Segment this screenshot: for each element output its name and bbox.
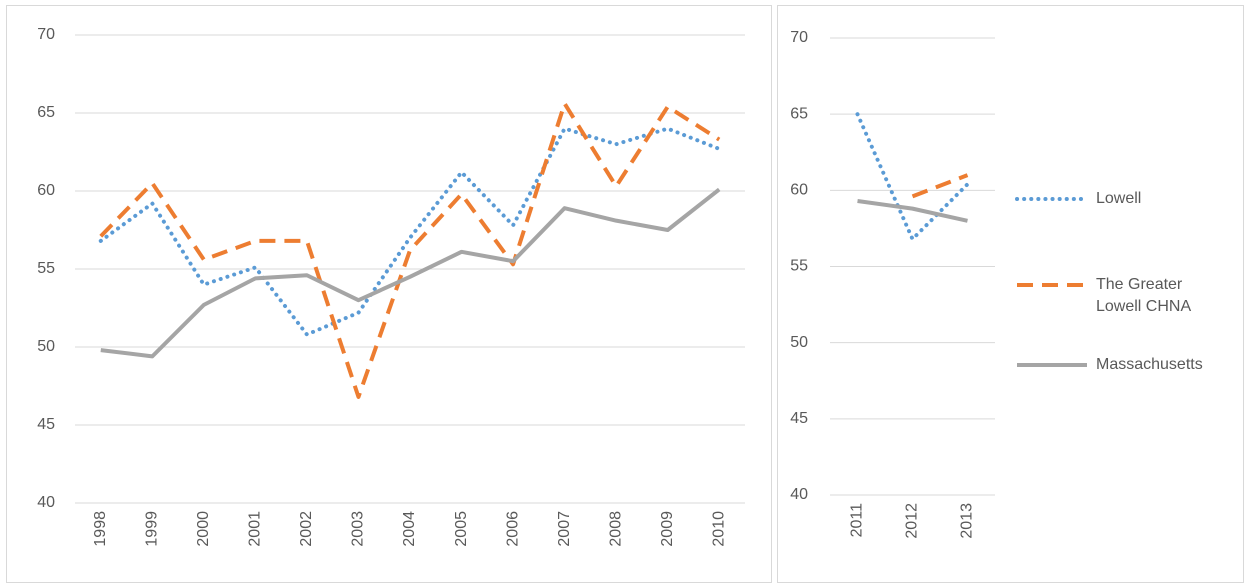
series-line bbox=[99, 101, 721, 399]
x-tick-label: 2000 bbox=[195, 511, 212, 547]
x-tick-label: 2007 bbox=[556, 511, 573, 547]
y-tick-label: 50 bbox=[790, 334, 808, 351]
legend-label: The Greater Lowell CHNA bbox=[1096, 276, 1192, 315]
y-tick-label: 65 bbox=[790, 105, 808, 122]
x-tick-label: 2011 bbox=[849, 503, 866, 538]
y-tick-label: 70 bbox=[790, 29, 808, 46]
y-tick-label: 55 bbox=[790, 258, 808, 275]
series-line bbox=[857, 199, 968, 223]
legend-label: Lowell bbox=[1096, 190, 1142, 207]
series-line bbox=[911, 173, 969, 199]
x-tick-label: 1999 bbox=[144, 511, 161, 547]
y-tick-label: 50 bbox=[37, 338, 55, 355]
panel-border bbox=[777, 5, 1244, 583]
x-tick-label: 2013 bbox=[959, 503, 976, 539]
series-line bbox=[855, 112, 970, 242]
y-tick-label: 70 bbox=[37, 26, 55, 43]
x-tick-label: 2004 bbox=[401, 511, 418, 547]
x-tick-label: 2001 bbox=[247, 511, 264, 547]
y-tick-label: 45 bbox=[790, 410, 808, 427]
y-tick-label: 40 bbox=[37, 494, 55, 511]
y-tick-label: 60 bbox=[37, 182, 55, 199]
x-tick-label: 2010 bbox=[710, 511, 727, 547]
x-tick-label: 2012 bbox=[904, 503, 921, 539]
y-tick-label: 60 bbox=[790, 182, 808, 199]
x-tick-label: 2009 bbox=[659, 511, 676, 547]
y-tick-label: 45 bbox=[37, 416, 55, 433]
x-tick-label: 2008 bbox=[607, 511, 624, 547]
y-tick-label: 65 bbox=[37, 104, 55, 121]
x-tick-label: 2003 bbox=[350, 511, 367, 547]
y-tick-label: 40 bbox=[790, 486, 808, 503]
x-tick-label: 2005 bbox=[453, 511, 470, 547]
legend-label: Massachusetts bbox=[1096, 356, 1203, 373]
panel-border bbox=[6, 5, 772, 583]
y-tick-label: 55 bbox=[37, 260, 55, 277]
series-line bbox=[100, 187, 721, 359]
x-tick-label: 2002 bbox=[298, 511, 315, 547]
x-tick-label: 1998 bbox=[92, 511, 109, 547]
x-tick-label: 2006 bbox=[504, 511, 521, 547]
series-line bbox=[98, 126, 722, 337]
